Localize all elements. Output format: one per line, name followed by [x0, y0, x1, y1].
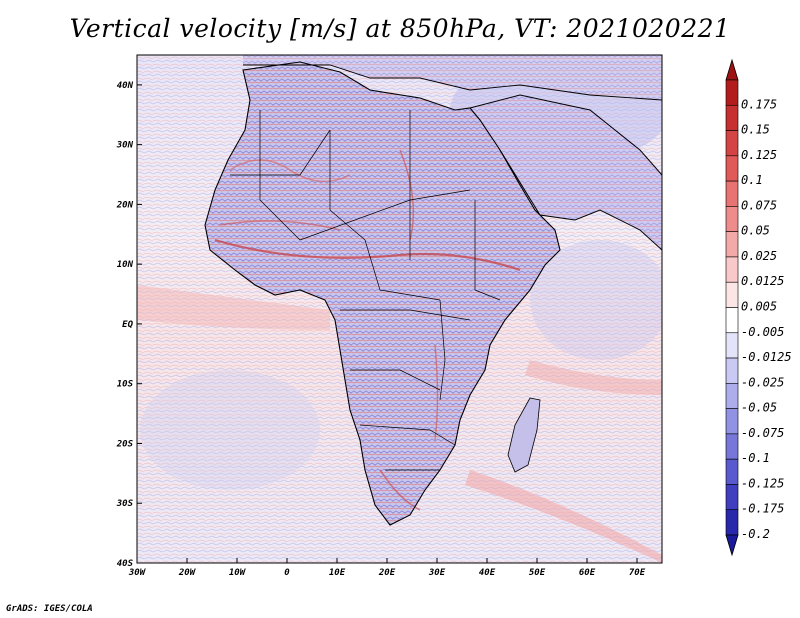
colorbar-swatch	[725, 357, 739, 384]
lat-label: 30S	[116, 499, 134, 509]
country-borders	[230, 110, 501, 471]
lon-label: 60E	[579, 568, 596, 578]
vertical-velocity-field	[137, 55, 662, 563]
colorbar-level-label: 0.1	[741, 173, 763, 187]
colorbar-level-label: -0.025	[741, 375, 784, 389]
lon-label: 10W	[229, 568, 247, 578]
colorbar-swatch	[725, 307, 739, 334]
colorbar-swatch	[725, 383, 739, 409]
colorbar-level-label: 0.0125	[741, 274, 784, 288]
lat-label: 10S	[117, 380, 134, 390]
colorbar-swatch	[725, 155, 739, 182]
colorbar-level-label: 0.125	[741, 148, 777, 162]
colorbar-level-label: 0.05	[741, 224, 770, 238]
colorbar-level-label: -0.075	[741, 426, 784, 440]
colorbar-swatch	[725, 79, 739, 106]
colorbar-level-label: 0.025	[741, 249, 777, 263]
lat-label: 40N	[117, 81, 134, 91]
colorbar-bottom-arrow	[725, 534, 739, 557]
colorbar-legend: 0.175 0.15 0.125 0.1 0.075 0.05 0.025 0.0125 0.0…	[725, 58, 792, 557]
colorbar-level-label: -0.2	[741, 527, 770, 541]
longitude-axis: 30W 20W 10W 0 10E 20E 30E 40E 50E 60E 70E	[128, 558, 646, 578]
latitude-axis: 40N 30N 20N 10N EQ 10S 20S 30S 40S	[116, 81, 142, 569]
colorbar-level-label: 0.005	[741, 300, 777, 314]
lon-label: 40E	[479, 568, 496, 578]
lon-label: 50E	[529, 568, 546, 578]
colorbar-swatch	[725, 256, 739, 283]
colorbar-top-arrow	[725, 58, 739, 81]
lat-label: 40S	[117, 559, 134, 569]
lon-label: 30E	[428, 568, 446, 578]
colorbar-level-label: 0.175	[741, 97, 777, 111]
lat-label: 20S	[116, 439, 134, 449]
colorbar-swatch	[725, 231, 739, 258]
colorbar-swatch	[725, 206, 739, 232]
colorbar-level-label: -0.0125	[741, 350, 792, 364]
lat-label: 10N	[117, 260, 134, 270]
lon-label: 30W	[128, 568, 147, 578]
lon-label: 10E	[329, 568, 346, 578]
colorbar-swatch	[725, 332, 739, 359]
colorbar-level-label: -0.005	[741, 325, 784, 339]
colorbar-swatch	[725, 130, 739, 157]
lat-label: EQ	[122, 320, 133, 330]
chart-title: Vertical velocity [m/s] at 850hPa, VT: 2…	[69, 14, 731, 43]
lat-label: 30N	[116, 141, 134, 151]
colorbar-swatch	[725, 458, 739, 485]
lon-label: 70E	[629, 568, 646, 578]
madagascar-landmass	[507, 397, 541, 473]
colorbar-swatch	[725, 281, 739, 308]
map-frame	[136, 54, 663, 564]
lon-label: 20E	[378, 568, 396, 578]
lat-label: 20N	[116, 200, 134, 210]
colorbar-level-label: -0.125	[741, 476, 784, 490]
colorbar-swatch	[725, 408, 739, 435]
colorbar-level-label: 0.15	[741, 123, 770, 137]
colorbar-swatch	[725, 484, 739, 511]
lon-label: 0	[284, 568, 290, 578]
africa-coastline	[204, 61, 561, 526]
colorbar-level-label: 0.075	[741, 198, 777, 212]
colorbar-swatch	[725, 509, 739, 536]
colorbar-swatch	[725, 433, 739, 460]
colorbar-swatch	[725, 180, 739, 207]
colorbar-level-label: -0.175	[741, 502, 784, 516]
colorbar-level-label: -0.05	[741, 401, 777, 415]
lon-label: 20W	[178, 568, 197, 578]
colorbar-swatch	[725, 104, 739, 131]
grads-credit: GrADS: IGES/COLA	[6, 604, 93, 614]
colorbar-level-label: -0.1	[741, 451, 770, 465]
